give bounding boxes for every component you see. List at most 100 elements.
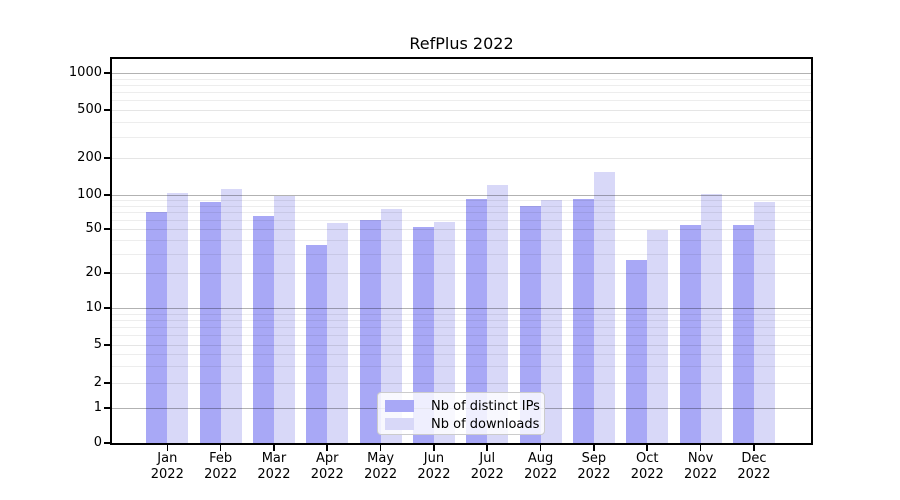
bar-distinct-ips xyxy=(306,244,328,443)
y-tick-label: 10 xyxy=(85,300,102,315)
gridline xyxy=(112,220,811,222)
x-tick-year: 2022 xyxy=(524,467,558,482)
x-tick xyxy=(646,445,649,451)
bar-downloads xyxy=(380,209,402,443)
bar-downloads xyxy=(593,171,615,443)
x-tick-year: 2022 xyxy=(630,467,664,482)
x-tick-month: Jun xyxy=(423,451,445,466)
bar-downloads xyxy=(700,193,722,443)
bar-downloads xyxy=(433,221,455,443)
bar-distinct-ips xyxy=(412,227,434,443)
y-tick-label: 5 xyxy=(93,337,102,352)
y-tick-label: 0 xyxy=(93,435,102,450)
bar-distinct-ips xyxy=(359,220,381,443)
x-tick-month: Sep xyxy=(581,451,607,466)
bar-distinct-ips xyxy=(252,216,274,443)
bar-downloads xyxy=(487,185,509,443)
x-tick-year: 2022 xyxy=(470,467,504,482)
x-tick-label: Dec 2022 xyxy=(714,451,794,483)
gridline xyxy=(112,121,811,123)
gridline xyxy=(112,78,811,80)
x-tick-year: 2022 xyxy=(204,467,238,482)
gridline xyxy=(112,273,811,274)
gridline xyxy=(112,335,811,337)
y-tick xyxy=(104,344,110,346)
legend-label: Nb of downloads xyxy=(431,417,540,432)
y-tick-label: 1000 xyxy=(68,65,102,80)
bar-downloads xyxy=(273,195,295,443)
bar-distinct-ips xyxy=(199,201,221,443)
bar-distinct-ips xyxy=(466,198,488,443)
gridline xyxy=(112,195,811,197)
gridline xyxy=(112,73,811,75)
gridline xyxy=(112,253,811,255)
bar-downloads xyxy=(327,223,349,443)
bar-distinct-ips xyxy=(732,225,754,443)
x-tick-year: 2022 xyxy=(364,467,398,482)
x-tick-label: May 2022 xyxy=(341,451,421,483)
y-tick-label: 500 xyxy=(77,102,102,117)
x-tick-label: Aug 2022 xyxy=(501,451,581,483)
gridline xyxy=(112,366,811,368)
legend-label: Nb of distinct IPs xyxy=(431,399,540,414)
y-tick-label: 1 xyxy=(93,400,102,415)
y-tick xyxy=(104,157,110,159)
x-tick xyxy=(166,445,169,451)
x-tick-month: Aug xyxy=(527,451,554,466)
bar-downloads xyxy=(753,202,775,443)
gridline xyxy=(112,110,811,111)
y-tick xyxy=(104,307,110,309)
gridline xyxy=(112,327,811,329)
x-tick xyxy=(753,445,755,451)
gridline xyxy=(112,383,811,384)
gridline xyxy=(112,158,811,159)
x-tick xyxy=(486,445,489,451)
x-tick-month: Oct xyxy=(636,451,659,466)
x-tick-year: 2022 xyxy=(417,467,451,482)
y-tick-label: 200 xyxy=(77,150,102,165)
x-tick-month: May xyxy=(367,451,395,466)
bar-distinct-ips xyxy=(146,211,168,443)
gridline xyxy=(112,239,811,241)
gridline xyxy=(112,345,811,346)
gridline xyxy=(112,212,811,214)
gridline xyxy=(112,84,811,86)
x-tick-month: Dec xyxy=(741,451,767,466)
x-tick-month: Jul xyxy=(479,451,496,466)
x-tick-month: Mar xyxy=(261,451,287,466)
gridline xyxy=(112,319,811,321)
gridline xyxy=(112,92,811,94)
bar-distinct-ips xyxy=(519,205,541,443)
bar-downloads xyxy=(647,229,669,443)
x-tick-label: Mar 2022 xyxy=(234,451,314,483)
y-tick xyxy=(104,407,110,409)
gridline xyxy=(112,313,811,315)
bar-downloads xyxy=(540,200,562,443)
gridline xyxy=(112,136,811,138)
x-tick-label: Jul 2022 xyxy=(447,451,527,483)
y-tick xyxy=(104,109,110,111)
gridline xyxy=(112,200,811,202)
gridline xyxy=(112,308,811,310)
chart-title: RefPlus 2022 xyxy=(409,34,514,53)
x-tick-year: 2022 xyxy=(257,467,291,482)
y-tick xyxy=(104,442,110,444)
x-tick xyxy=(539,445,542,451)
legend-row: Nb of distinct IPs xyxy=(385,399,540,414)
gridline xyxy=(112,354,811,356)
y-tick xyxy=(104,228,110,230)
gridline xyxy=(112,205,811,207)
x-tick-year: 2022 xyxy=(737,467,771,482)
bar-distinct-ips xyxy=(679,225,701,443)
x-tick-label: Jan 2022 xyxy=(127,451,207,483)
y-tick xyxy=(104,382,110,384)
x-tick xyxy=(326,445,329,451)
x-tick-label: Sep 2022 xyxy=(554,451,634,483)
bar-distinct-ips xyxy=(626,260,648,443)
legend-row: Nb of downloads xyxy=(385,417,539,432)
x-tick-month: Nov xyxy=(687,451,714,466)
y-tick xyxy=(104,194,110,196)
gridline xyxy=(112,100,811,102)
x-tick-year: 2022 xyxy=(310,467,344,482)
